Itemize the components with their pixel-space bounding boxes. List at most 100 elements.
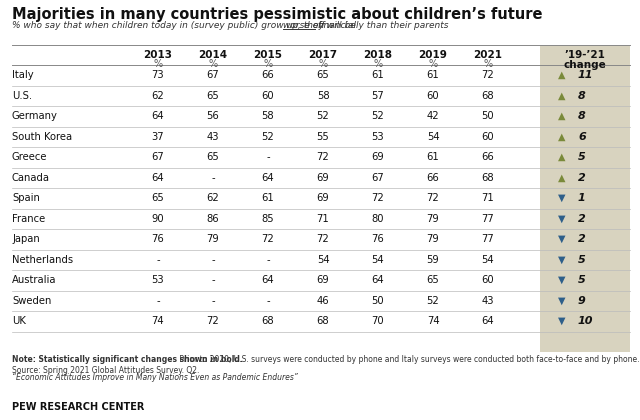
Text: 79: 79 — [207, 234, 220, 244]
Text: 68: 68 — [262, 316, 275, 326]
Text: 65: 65 — [152, 193, 164, 203]
Text: 6: 6 — [578, 132, 586, 142]
Text: financially than their parents: financially than their parents — [315, 21, 449, 30]
Text: 71: 71 — [482, 193, 494, 203]
Text: ▲: ▲ — [558, 111, 566, 121]
Text: 5: 5 — [578, 275, 586, 285]
Text: -: - — [266, 255, 270, 265]
Text: %: % — [319, 59, 328, 69]
Text: 56: 56 — [207, 111, 220, 121]
Text: 54: 54 — [482, 255, 494, 265]
Text: %: % — [209, 59, 218, 69]
Text: 54: 54 — [372, 255, 384, 265]
Text: 2017: 2017 — [308, 50, 337, 60]
Text: 2018: 2018 — [364, 50, 392, 60]
Text: 2014: 2014 — [198, 50, 228, 60]
Text: -: - — [211, 255, 215, 265]
Text: Italy: Italy — [12, 70, 34, 80]
Text: 64: 64 — [262, 173, 275, 183]
Text: 77: 77 — [482, 214, 494, 224]
Text: ▼: ▼ — [558, 255, 566, 265]
Text: Greece: Greece — [12, 152, 47, 162]
Text: Germany: Germany — [12, 111, 58, 121]
Text: 37: 37 — [152, 132, 164, 142]
Text: Spain: Spain — [12, 193, 40, 203]
Text: Sweden: Sweden — [12, 296, 51, 306]
Text: ’19-’21: ’19-’21 — [564, 50, 605, 60]
Text: Netherlands: Netherlands — [12, 255, 73, 265]
Text: 59: 59 — [427, 255, 440, 265]
Text: 60: 60 — [262, 91, 275, 101]
Text: 69: 69 — [317, 173, 330, 183]
Text: 76: 76 — [152, 234, 164, 244]
Text: 58: 58 — [262, 111, 275, 121]
Text: % who say that when children today in (survey public) grow up, they will be: % who say that when children today in (s… — [12, 21, 358, 30]
Text: %: % — [483, 59, 493, 69]
Text: 2: 2 — [578, 214, 586, 224]
Text: 2: 2 — [578, 173, 586, 183]
Text: 52: 52 — [317, 111, 330, 121]
Text: 65: 65 — [207, 152, 220, 162]
Text: 10: 10 — [578, 316, 593, 326]
Text: 69: 69 — [317, 193, 330, 203]
Text: 67: 67 — [372, 173, 385, 183]
Text: 53: 53 — [152, 275, 164, 285]
Text: 69: 69 — [317, 275, 330, 285]
Text: 2019: 2019 — [419, 50, 447, 60]
Text: Majorities in many countries pessimistic about children’s future: Majorities in many countries pessimistic… — [12, 7, 543, 22]
Text: 70: 70 — [372, 316, 384, 326]
Text: 72: 72 — [482, 70, 494, 80]
Text: change: change — [564, 60, 606, 70]
Text: 2015: 2015 — [253, 50, 282, 60]
Text: 64: 64 — [482, 316, 494, 326]
Text: 52: 52 — [427, 296, 440, 306]
Text: ▼: ▼ — [558, 234, 566, 244]
Text: ▼: ▼ — [558, 316, 566, 326]
Text: 52: 52 — [262, 132, 275, 142]
Text: Source: Spring 2021 Global Attitudes Survey. Q2.: Source: Spring 2021 Global Attitudes Sur… — [12, 366, 200, 375]
Text: %: % — [373, 59, 383, 69]
Text: 90: 90 — [152, 214, 164, 224]
Text: %: % — [428, 59, 438, 69]
Text: PEW RESEARCH CENTER: PEW RESEARCH CENTER — [12, 402, 145, 412]
Text: 79: 79 — [427, 234, 440, 244]
Text: 74: 74 — [152, 316, 164, 326]
Text: 80: 80 — [372, 214, 384, 224]
Text: -: - — [156, 255, 160, 265]
Text: 43: 43 — [482, 296, 494, 306]
Text: 8: 8 — [578, 91, 586, 101]
Text: 46: 46 — [317, 296, 330, 306]
Text: worse off: worse off — [283, 21, 324, 30]
Text: ▼: ▼ — [558, 193, 566, 203]
Text: -: - — [266, 152, 270, 162]
Text: Australia: Australia — [12, 275, 56, 285]
Text: 72: 72 — [317, 234, 330, 244]
Text: 66: 66 — [482, 152, 494, 162]
Text: 8: 8 — [578, 111, 586, 121]
Text: 5: 5 — [578, 255, 586, 265]
Text: 72: 72 — [207, 316, 220, 326]
Text: Prior to 2020, U.S. surveys were conducted by phone and Italy surveys were condu: Prior to 2020, U.S. surveys were conduct… — [177, 355, 640, 364]
Text: “Economic Attitudes Improve in Many Nations Even as Pandemic Endures”: “Economic Attitudes Improve in Many Nati… — [12, 373, 298, 382]
Text: UK: UK — [12, 316, 26, 326]
Text: 60: 60 — [427, 91, 439, 101]
Text: 62: 62 — [152, 91, 164, 101]
Text: -: - — [211, 173, 215, 183]
Text: 52: 52 — [372, 111, 385, 121]
Text: 72: 72 — [317, 152, 330, 162]
Text: 86: 86 — [207, 214, 220, 224]
Text: ▼: ▼ — [558, 275, 566, 285]
Text: %: % — [264, 59, 273, 69]
Text: 1: 1 — [578, 193, 586, 203]
Text: 60: 60 — [482, 132, 494, 142]
Text: 2: 2 — [578, 234, 586, 244]
Text: 65: 65 — [427, 275, 440, 285]
Text: 71: 71 — [317, 214, 330, 224]
Text: 77: 77 — [482, 234, 494, 244]
Text: 68: 68 — [482, 91, 494, 101]
Text: 55: 55 — [317, 132, 330, 142]
Text: 67: 67 — [207, 70, 220, 80]
Text: Japan: Japan — [12, 234, 40, 244]
Text: 64: 64 — [262, 275, 275, 285]
Text: 66: 66 — [427, 173, 440, 183]
